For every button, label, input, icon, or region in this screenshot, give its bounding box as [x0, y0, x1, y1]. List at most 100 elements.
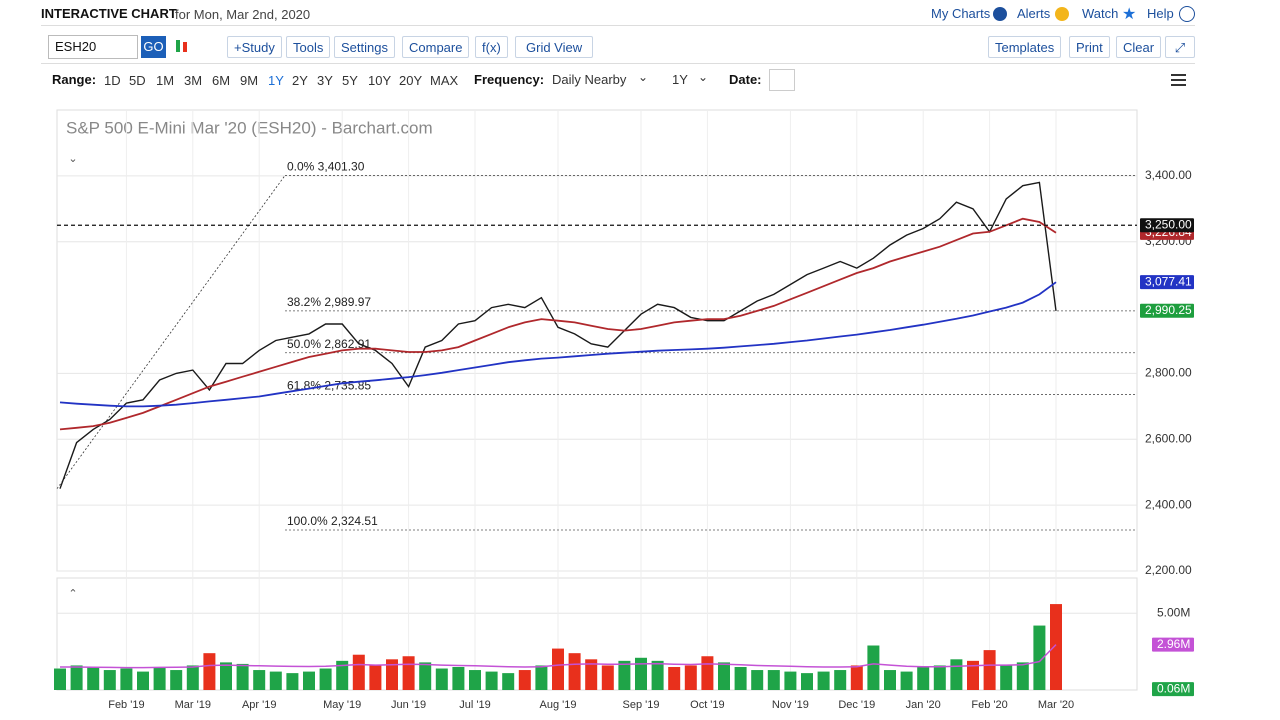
volume-bar — [801, 673, 813, 690]
volume-tag-label: 0.06M — [1157, 681, 1190, 695]
go-button[interactable]: GO — [141, 36, 166, 58]
volume-bar — [552, 648, 564, 690]
collapse: ⌄ — [68, 153, 77, 165]
range[interactable]: 5D — [129, 73, 146, 88]
volume-bar — [933, 665, 946, 690]
range[interactable]: 20Y — [399, 73, 423, 88]
price-tag-label: 3,077.41 — [1145, 274, 1192, 288]
x-tick-label: Jan '20 — [906, 699, 941, 711]
button[interactable]: Grid View — [515, 36, 594, 58]
range[interactable]: 6M — [212, 73, 231, 88]
volume-bar — [917, 666, 930, 690]
button[interactable]: Settings — [334, 36, 395, 58]
button[interactable]: Tools — [286, 36, 331, 58]
symbol-input[interactable]: ESH20 — [48, 35, 138, 59]
link[interactable]: Help — [1147, 6, 1174, 21]
range-label: Range: — [52, 72, 97, 87]
volume-bar — [253, 670, 266, 690]
link[interactable]: My Charts — [931, 6, 991, 21]
menu[interactable] — [1171, 74, 1186, 76]
chevron[interactable]: ⌄ — [698, 70, 709, 84]
link[interactable]: Alerts — [1017, 6, 1051, 21]
volume-tag — [1152, 637, 1194, 652]
range[interactable]: 1Y — [268, 73, 284, 88]
price-panel — [56, 109, 1138, 572]
volume-tag — [1152, 682, 1194, 697]
price-tag-label: 3,250.00 — [1145, 217, 1192, 231]
volume-bar — [518, 670, 531, 690]
icon[interactable] — [176, 40, 180, 52]
x-tick-label: Aug '19 — [540, 699, 577, 711]
range[interactable]: 3M — [184, 73, 203, 88]
volume-bar — [834, 670, 847, 690]
volume-bar — [668, 666, 681, 690]
volume-bar — [1016, 662, 1029, 690]
x-tick-label: Dec '19 — [838, 699, 875, 711]
x-tick-label: Feb '20 — [971, 699, 1007, 711]
price-tag — [1140, 275, 1194, 290]
volume-bar — [452, 666, 465, 690]
y-tick-label: 5.00M — [1157, 605, 1190, 619]
price-tag-label: 2,990.25 — [1145, 303, 1192, 317]
link[interactable]: Watch — [1082, 6, 1119, 21]
price-line — [59, 181, 1057, 489]
range[interactable]: 9M — [240, 73, 259, 88]
date-picker[interactable] — [769, 69, 795, 91]
volume-bar — [983, 650, 996, 690]
price-tag — [1140, 218, 1194, 233]
button[interactable]: Compare — [402, 36, 470, 58]
frequency-label: Frequency: — [474, 72, 545, 87]
volume-bar — [435, 668, 448, 690]
chart-title: S&P 500 E-Mini Mar '20 (ESH20) - Barchar… — [66, 118, 433, 137]
volume-bar — [734, 666, 747, 690]
range[interactable]: 1D — [104, 73, 121, 88]
icon[interactable] — [183, 42, 187, 52]
range[interactable]: 5Y — [342, 73, 358, 88]
volume-bar — [718, 662, 730, 690]
chevron[interactable]: ⌄ — [638, 70, 649, 84]
volume-bar — [850, 665, 863, 690]
button[interactable]: Print — [1069, 36, 1110, 58]
volume-bar — [784, 671, 797, 690]
volume-bar — [867, 645, 880, 690]
range[interactable]: 10Y — [368, 73, 392, 88]
volume-bar — [1050, 604, 1062, 690]
volume-bar — [502, 673, 515, 690]
volume-bar — [170, 670, 183, 690]
price-tag — [1140, 303, 1194, 318]
x-tick-label: Feb '19 — [108, 699, 144, 711]
volume-bar — [153, 666, 166, 690]
volume-bar — [402, 656, 415, 690]
volume-tag-label: 2.96M — [1157, 637, 1190, 651]
volume-bar — [684, 665, 697, 690]
x-tick-label: Jul '19 — [459, 699, 490, 711]
range[interactable]: 2Y — [292, 73, 308, 88]
period-select[interactable]: 1Y — [672, 72, 688, 87]
button[interactable]: Clear — [1116, 36, 1162, 58]
x-tick-label: Oct '19 — [690, 699, 725, 711]
volume-bar — [303, 671, 315, 690]
volume-bar — [568, 653, 581, 690]
range[interactable]: MAX — [430, 73, 459, 88]
volume-ma-line — [60, 644, 1057, 669]
frequency-select[interactable]: Daily Nearby — [552, 72, 627, 87]
volume-bar — [767, 670, 780, 690]
x-tick-label: Jun '19 — [391, 699, 426, 711]
y-tick-label: 2,800.00 — [1145, 366, 1192, 380]
volume-bar — [319, 668, 332, 690]
range[interactable]: 3Y — [317, 73, 333, 88]
volume-bar — [419, 662, 432, 690]
volume-bar — [54, 668, 66, 690]
volume-bar — [70, 665, 83, 690]
button[interactable]: Templates — [988, 36, 1062, 58]
button[interactable]: ⤢ — [1165, 36, 1195, 58]
range[interactable]: 1M — [156, 73, 175, 88]
x-tick-label: Mar '19 — [175, 699, 211, 711]
x-tick-label: Nov '19 — [772, 699, 809, 711]
volume-bar — [950, 659, 963, 690]
volume-bar — [1033, 625, 1046, 690]
button[interactable]: f(x) — [475, 36, 508, 58]
divider — [41, 63, 1195, 64]
button[interactable]: +Study — [227, 36, 282, 58]
